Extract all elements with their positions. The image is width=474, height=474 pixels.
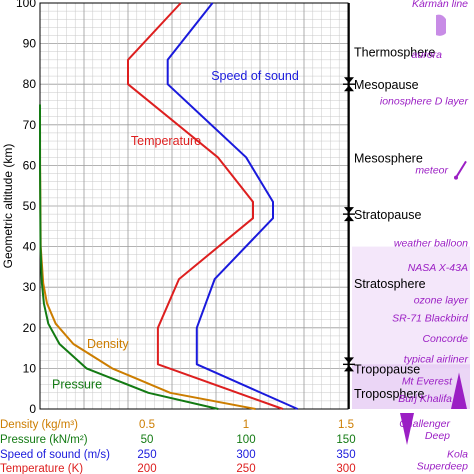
y-tick-label: 90 xyxy=(23,37,37,51)
x-tick-label: 50 xyxy=(141,434,154,446)
annotation-label: Kola xyxy=(447,449,468,461)
x-tick-label: 250 xyxy=(236,463,255,474)
curve-label: Speed of sound xyxy=(211,69,299,83)
boundary-arrow-down xyxy=(344,77,354,84)
annotation-panel xyxy=(343,3,472,445)
boundary-arrow-up xyxy=(344,85,354,92)
y-tick-label: 10 xyxy=(23,361,37,375)
annotation-label: Concorde xyxy=(422,333,468,345)
boundary-arrow-up xyxy=(344,215,354,222)
y-tick-label: 60 xyxy=(23,158,37,172)
x-tick-label: 1 xyxy=(243,419,249,431)
series-line-speed-of-sound xyxy=(166,2,299,410)
x-axis-row-label: Speed of sound (m/s) xyxy=(0,449,110,461)
annotation-label: NASA X-43A xyxy=(408,262,468,274)
annotation-label: Challenger xyxy=(399,418,450,430)
layer-label: Mesopause xyxy=(354,78,419,92)
annotation-label: weather balloon xyxy=(394,238,468,250)
annotation-label: Burj Khalifa xyxy=(398,393,452,405)
annotation-label: SR-71 Blackbird xyxy=(392,313,469,325)
x-tick-label: 300 xyxy=(236,449,255,461)
y-tick-label: 40 xyxy=(23,240,37,254)
series-line-pressure xyxy=(39,104,219,410)
layer-label: Tropopause xyxy=(354,362,420,376)
x-tick-label: 250 xyxy=(137,449,156,461)
annotation-label: Mt Everest xyxy=(402,376,453,388)
everest-triangle xyxy=(451,372,467,409)
x-tick-label: 1.5 xyxy=(338,419,354,431)
layer-label: Stratopause xyxy=(354,208,421,222)
troposphere-zone xyxy=(352,364,470,409)
annotation-label: aurora xyxy=(412,49,443,61)
x-tick-label: 350 xyxy=(336,449,355,461)
layer-label: Stratosphere xyxy=(354,277,426,291)
x-axis-row-label: Temperature (K) xyxy=(0,463,83,474)
x-tick-label: 0.5 xyxy=(139,419,155,431)
series-line-density xyxy=(39,104,256,410)
layer-label: Mesosphere xyxy=(354,151,423,165)
annotation-label: ozone layer xyxy=(414,294,469,306)
annotation-label: typical airliner xyxy=(404,353,469,365)
annotation-label: Kármán line xyxy=(412,0,468,10)
annotation-label: Borehole SG-3 xyxy=(399,473,469,474)
y-axis-label: Geometric altitude (km) xyxy=(1,144,15,269)
boundary-arrow-down xyxy=(344,207,354,214)
x-tick-label: 300 xyxy=(336,463,355,474)
y-tick-label: 20 xyxy=(23,321,37,335)
aurora-icon xyxy=(436,14,446,36)
challenger-deep-triangle xyxy=(400,413,414,445)
layer-label: Troposphere xyxy=(354,387,424,401)
annotation-label: meteor xyxy=(415,164,448,176)
x-tick-label: 100 xyxy=(236,434,255,446)
y-tick-label: 100 xyxy=(16,0,36,10)
y-tick-label: 50 xyxy=(23,199,37,213)
annotation-kola: KolaSuperdeepBorehole SG-3 xyxy=(399,449,469,474)
meteor-head xyxy=(454,175,458,180)
x-axis-row-label: Density (kg/m³) xyxy=(0,419,78,431)
x-axis-row-label: Pressure (kN/m²) xyxy=(0,434,88,446)
series-group xyxy=(39,2,299,410)
series-line-temperature xyxy=(127,2,284,410)
annotation-label: Superdeep xyxy=(417,461,469,473)
y-tick-label: 80 xyxy=(23,77,37,91)
boundary-arrow-down xyxy=(344,357,354,364)
annotation-label: ionosphere D layer xyxy=(380,95,469,107)
y-tick-label: 0 xyxy=(29,402,36,416)
meteor-icon xyxy=(455,160,467,179)
y-tick-label: 30 xyxy=(23,280,37,294)
curve-label: Temperature xyxy=(131,134,201,148)
curve-label: Pressure xyxy=(52,378,102,392)
curve-label: Density xyxy=(87,337,129,351)
layer-label: Thermosphere xyxy=(354,46,435,60)
annotation-label: Deep xyxy=(425,430,450,442)
boundary-arrow-up xyxy=(344,365,354,372)
aviation-zone xyxy=(352,246,470,369)
x-tick-label: 150 xyxy=(336,434,355,446)
y-tick-label: 70 xyxy=(23,118,37,132)
grid xyxy=(39,2,349,410)
x-tick-label: 200 xyxy=(137,463,156,474)
